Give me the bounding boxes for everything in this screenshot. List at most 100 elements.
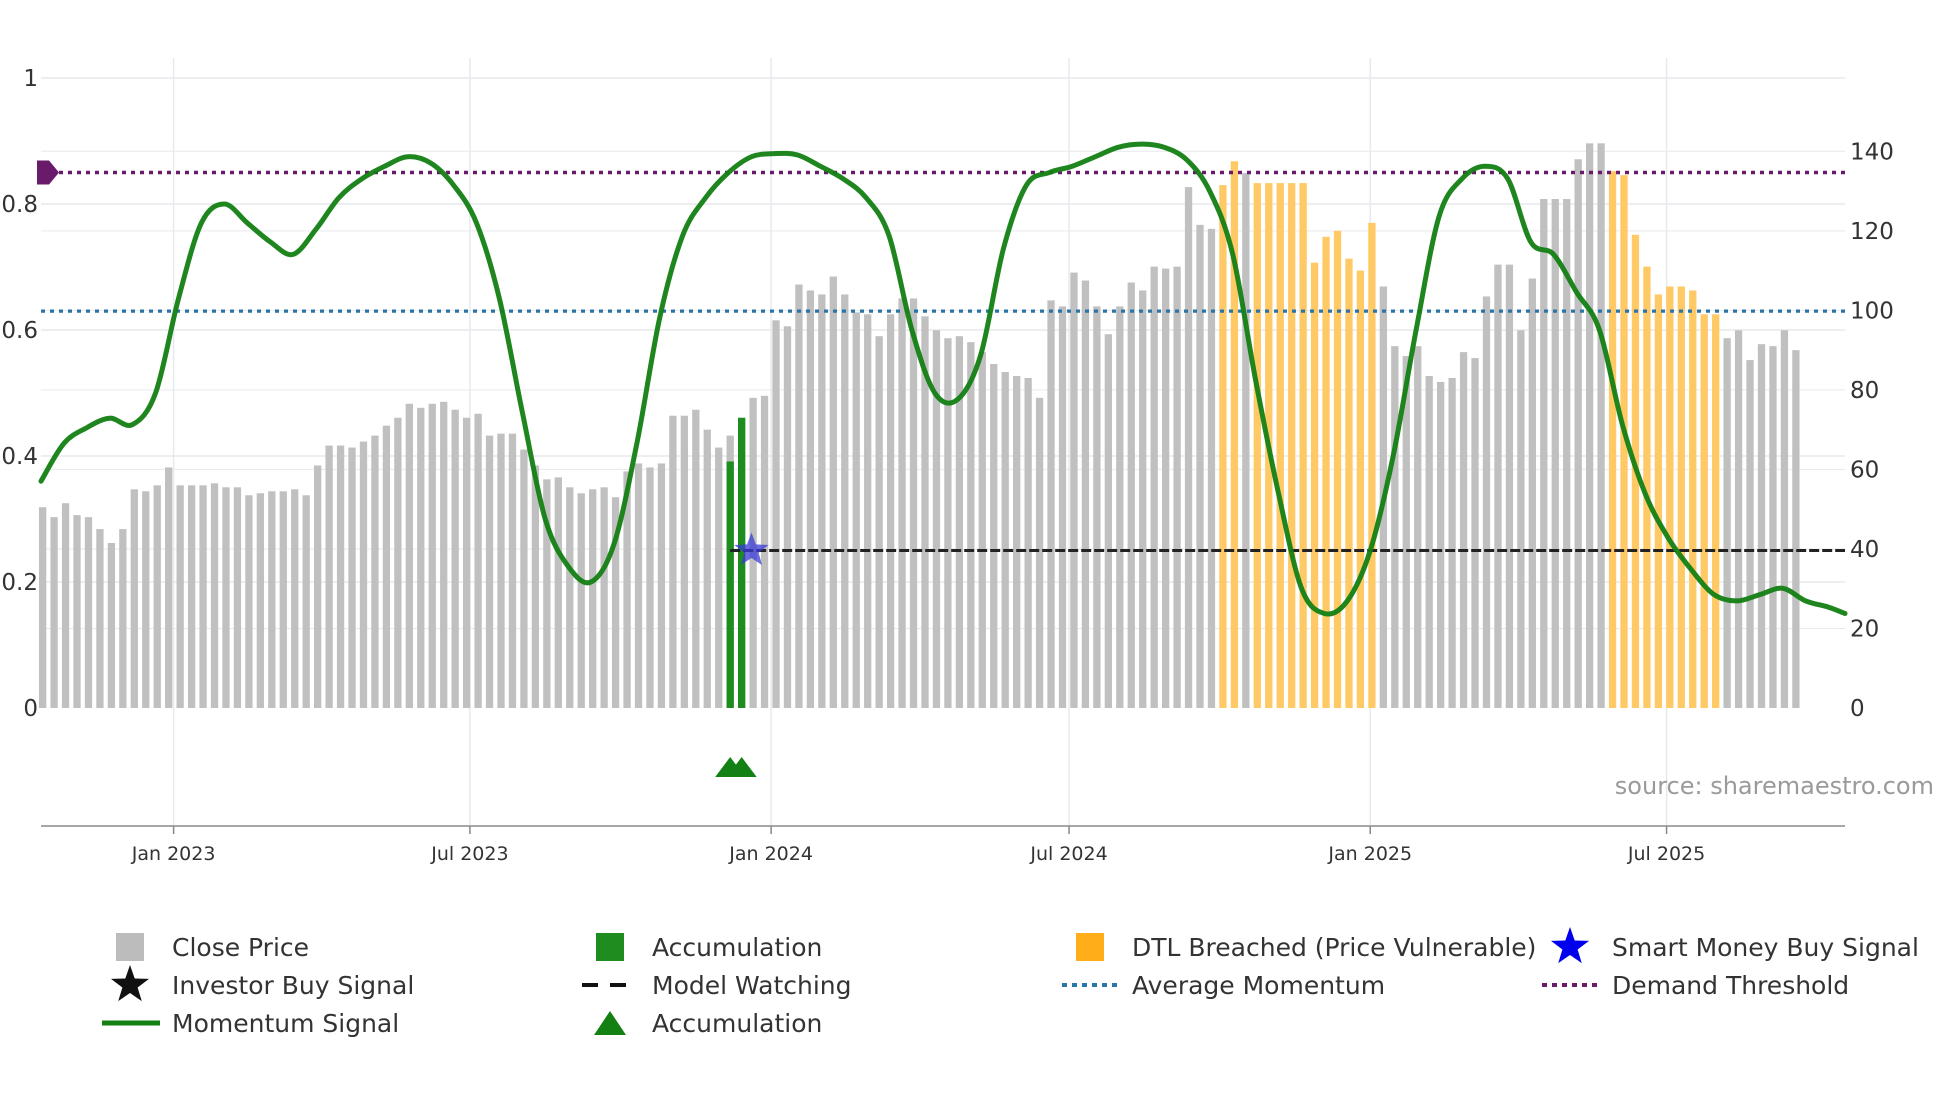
x-tick-label: Jul 2025 bbox=[1627, 843, 1705, 865]
close-price-bar bbox=[1013, 375, 1021, 708]
close-price-bar bbox=[772, 320, 780, 708]
legend-item: Average Momentum bbox=[1062, 971, 1385, 1000]
close-price-bar bbox=[1585, 143, 1594, 709]
right-tick-label: 60 bbox=[1850, 457, 1879, 483]
close-price-bar bbox=[1540, 199, 1548, 708]
legend-item: Investor Buy Signal bbox=[110, 965, 414, 1002]
close-price-bar bbox=[256, 493, 265, 708]
close-price-bar bbox=[886, 314, 895, 708]
close-price-bar bbox=[187, 485, 196, 708]
legend-label: Investor Buy Signal bbox=[172, 971, 414, 1000]
dtl-bar bbox=[1712, 314, 1720, 708]
legend-item: Accumulation bbox=[596, 933, 822, 962]
close-price-bar bbox=[1597, 143, 1605, 709]
close-price-bar bbox=[222, 487, 230, 708]
reference-lines bbox=[37, 160, 1845, 552]
demand-threshold-marker bbox=[37, 160, 59, 185]
x-tick-label: Jan 2024 bbox=[728, 843, 813, 865]
close-price-bar bbox=[932, 330, 941, 708]
close-price-bar bbox=[1563, 199, 1571, 708]
close-price-bar bbox=[1505, 264, 1514, 708]
legend-item: Demand Threshold bbox=[1542, 971, 1849, 1000]
dtl-bar bbox=[1310, 262, 1319, 708]
close-price-bar bbox=[1207, 228, 1216, 708]
close-price-bar bbox=[142, 491, 150, 708]
close-price-bar bbox=[38, 507, 47, 708]
close-price-bar bbox=[520, 449, 528, 708]
close-price-bar bbox=[279, 491, 287, 708]
close-price-bar bbox=[1746, 360, 1754, 708]
close-price-bar bbox=[130, 489, 138, 708]
close-price-bar bbox=[268, 491, 276, 708]
dtl-bar bbox=[1654, 294, 1663, 708]
close-price-bar bbox=[1425, 375, 1433, 708]
close-price-bar bbox=[623, 471, 631, 708]
close-price-bar bbox=[806, 290, 815, 708]
close-price-bar bbox=[921, 316, 929, 708]
close-price-bar bbox=[600, 487, 608, 708]
close-price-bar bbox=[646, 467, 654, 708]
close-price-bar bbox=[852, 312, 860, 708]
legend-label: Momentum Signal bbox=[172, 1009, 399, 1038]
dtl-bar bbox=[1299, 183, 1307, 709]
close-price-bar bbox=[1459, 352, 1468, 708]
x-tick-label: Jan 2025 bbox=[1327, 843, 1412, 865]
close-price-bar bbox=[1196, 224, 1204, 709]
close-price-bar bbox=[1402, 356, 1410, 708]
close-price-bar bbox=[783, 326, 792, 708]
accumulation-marker-1 bbox=[726, 757, 757, 777]
close-price-bar bbox=[1471, 358, 1479, 708]
dtl-bar bbox=[1253, 183, 1261, 709]
close-price-bar bbox=[348, 447, 356, 708]
close-price-bar bbox=[611, 497, 620, 708]
accumulation-bar-0 bbox=[726, 461, 734, 708]
dtl-bar bbox=[1643, 266, 1651, 708]
legend-label: Model Watching bbox=[652, 971, 852, 1000]
x-tick-label: Jan 2023 bbox=[131, 843, 216, 865]
close-price-bar bbox=[314, 465, 322, 708]
legend-triangle-icon bbox=[594, 1011, 626, 1035]
close-price-bar bbox=[61, 503, 70, 708]
close-price-bar bbox=[1517, 330, 1525, 708]
close-price-bar bbox=[96, 529, 104, 708]
close-price-bar bbox=[692, 409, 700, 708]
dtl-bar bbox=[1345, 258, 1353, 708]
legend-item: Momentum Signal bbox=[102, 1009, 399, 1038]
left-tick-label: 0.6 bbox=[1, 318, 38, 344]
source-text: source: sharemaestro.com bbox=[1615, 772, 1934, 800]
close-price-bar bbox=[1081, 280, 1090, 708]
legend-label: DTL Breached (Price Vulnerable) bbox=[1132, 933, 1536, 962]
close-price-bar bbox=[50, 517, 58, 708]
close-price-bar bbox=[818, 294, 826, 708]
close-price-bar bbox=[829, 276, 837, 708]
close-price-bar bbox=[554, 477, 562, 708]
right-tick-label: 0 bbox=[1850, 696, 1865, 722]
close-price-bar bbox=[1734, 330, 1743, 708]
close-price-bar bbox=[165, 467, 173, 708]
close-price-bar bbox=[1769, 346, 1777, 708]
close-price-bar bbox=[1242, 173, 1250, 709]
close-price-bar bbox=[1001, 371, 1009, 708]
right-tick-label: 80 bbox=[1850, 378, 1879, 404]
close-price-bar bbox=[1058, 306, 1067, 708]
signal-markers bbox=[715, 532, 769, 777]
close-price-bar bbox=[497, 433, 505, 708]
close-price-bar bbox=[703, 429, 711, 708]
close-price-bar bbox=[1448, 377, 1456, 708]
close-price-bar bbox=[210, 483, 219, 708]
dtl-bar bbox=[1608, 171, 1617, 708]
legend-item: Accumulation bbox=[594, 1009, 822, 1038]
legend-label: Close Price bbox=[172, 933, 309, 962]
right-tick-label: 100 bbox=[1850, 298, 1894, 324]
close-price-bar bbox=[1127, 282, 1135, 708]
legend-swatch bbox=[596, 933, 624, 961]
legend-swatch bbox=[1076, 933, 1104, 961]
dtl-breached-bars bbox=[1219, 161, 1720, 709]
close-price-bar bbox=[1093, 306, 1101, 708]
left-tick-label: 0 bbox=[23, 696, 38, 722]
close-price-bar bbox=[680, 415, 688, 708]
legend-item: DTL Breached (Price Vulnerable) bbox=[1076, 933, 1536, 962]
momentum-signal-line bbox=[38, 141, 1848, 617]
close-price-bar bbox=[417, 407, 425, 708]
